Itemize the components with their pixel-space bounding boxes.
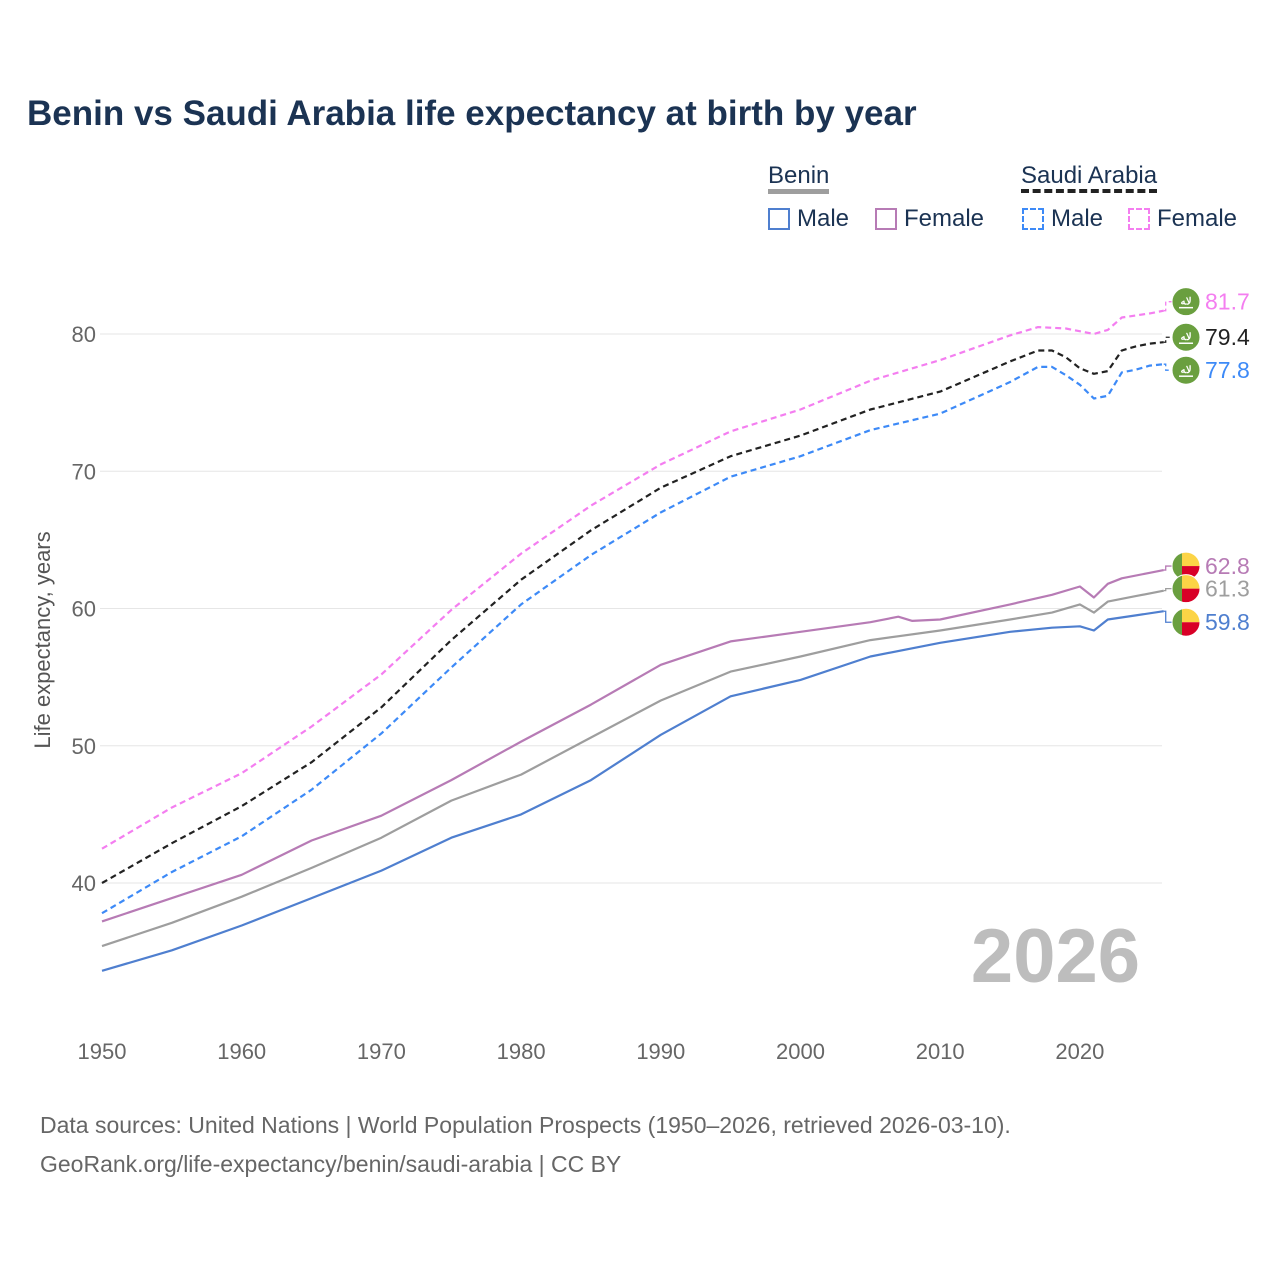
legend-benin-heading: Benin (768, 163, 830, 194)
end-value-label: 62.8 (1205, 553, 1250, 579)
legend-swatch (768, 208, 790, 230)
legend-label: Male (797, 205, 850, 232)
end-value-label: 79.4 (1205, 324, 1250, 350)
flag-green-band (1172, 608, 1182, 637)
x-tick-label: 2010 (916, 1039, 965, 1064)
x-tick-label: 1950 (78, 1039, 127, 1064)
flag-red-band (1182, 588, 1200, 603)
end-value-label: 61.3 (1205, 576, 1250, 602)
source-line: Data sources: United Nations | World Pop… (40, 1112, 1011, 1138)
source-link[interactable]: GeoRank.org/life-expectancy/benin/saudi-… (40, 1151, 622, 1177)
y-tick-label: 80 (72, 322, 96, 347)
flag-border (1171, 607, 1201, 637)
y-tick-label: 40 (72, 871, 96, 896)
x-tick-label: 1990 (636, 1039, 685, 1064)
series-line-saudi-arabia-total (101, 341, 1164, 884)
flag-green-band (1172, 552, 1182, 581)
legend-benin-female[interactable]: Female (875, 205, 984, 233)
end-value-label: 59.8 (1205, 609, 1250, 635)
flag-green-band (1172, 574, 1182, 603)
saudi-arabia-flag-icon (1171, 287, 1201, 317)
flag-yellow-band (1182, 574, 1200, 589)
x-tick-label: 1960 (217, 1039, 266, 1064)
series-line-benin-male (101, 610, 1164, 972)
saudi-arabia-flag-icon (1171, 322, 1201, 352)
y-axis-label: Life expectancy, years (30, 531, 55, 748)
year-watermark: 2026 (971, 914, 1140, 999)
source-note: Data sources: United Nations | World Pop… (40, 1106, 1011, 1184)
flag-yellow-band (1182, 608, 1200, 623)
x-tick-label: 2000 (776, 1039, 825, 1064)
flag-script-glyph: ﻻﻪ (1180, 297, 1191, 308)
flag-border (1171, 574, 1201, 604)
series-line-benin-female (101, 569, 1164, 923)
label-connector (1163, 588, 1174, 592)
y-tick-label: 50 (72, 734, 96, 759)
y-tick-label: 60 (72, 597, 96, 622)
legend-saudi-female[interactable]: Female (1128, 205, 1237, 233)
y-tick-label: 70 (72, 459, 96, 484)
label-connector (1163, 565, 1174, 571)
label-connector (1163, 363, 1174, 371)
legend-label: Female (904, 205, 985, 232)
legend-label: Female (1157, 205, 1238, 232)
end-value-label: 77.8 (1205, 357, 1250, 383)
chart-title: Benin vs Saudi Arabia life expectancy at… (27, 94, 917, 133)
series-line-saudi-arabia-female (101, 309, 1164, 850)
flag-red-band (1182, 622, 1200, 637)
legend-saudi-heading: Saudi Arabia (1021, 163, 1158, 193)
legend-benin-male[interactable]: Male (768, 205, 849, 233)
legend-swatch (1128, 208, 1150, 230)
series-line-saudi-arabia-male (101, 363, 1164, 915)
saudi-arabia-flag-icon (1171, 355, 1201, 385)
flag-yellow-band (1182, 552, 1200, 567)
flag-script-glyph: ﻻﻪ (1180, 365, 1191, 376)
legend-swatch (1022, 208, 1044, 230)
x-tick-label: 1980 (497, 1039, 546, 1064)
x-tick-label: 1970 (357, 1039, 406, 1064)
label-connector (1163, 336, 1174, 343)
x-tick-label: 2020 (1055, 1039, 1104, 1064)
end-value-label: 81.7 (1205, 289, 1250, 315)
series-line-benin-total (101, 589, 1164, 948)
label-connector (1163, 610, 1174, 623)
legend-swatch (875, 208, 897, 230)
legend-saudi-male[interactable]: Male (1022, 205, 1103, 233)
label-connector (1163, 301, 1174, 312)
legend-label: Male (1051, 205, 1104, 232)
flag-script-glyph: ﻻﻪ (1180, 332, 1191, 343)
